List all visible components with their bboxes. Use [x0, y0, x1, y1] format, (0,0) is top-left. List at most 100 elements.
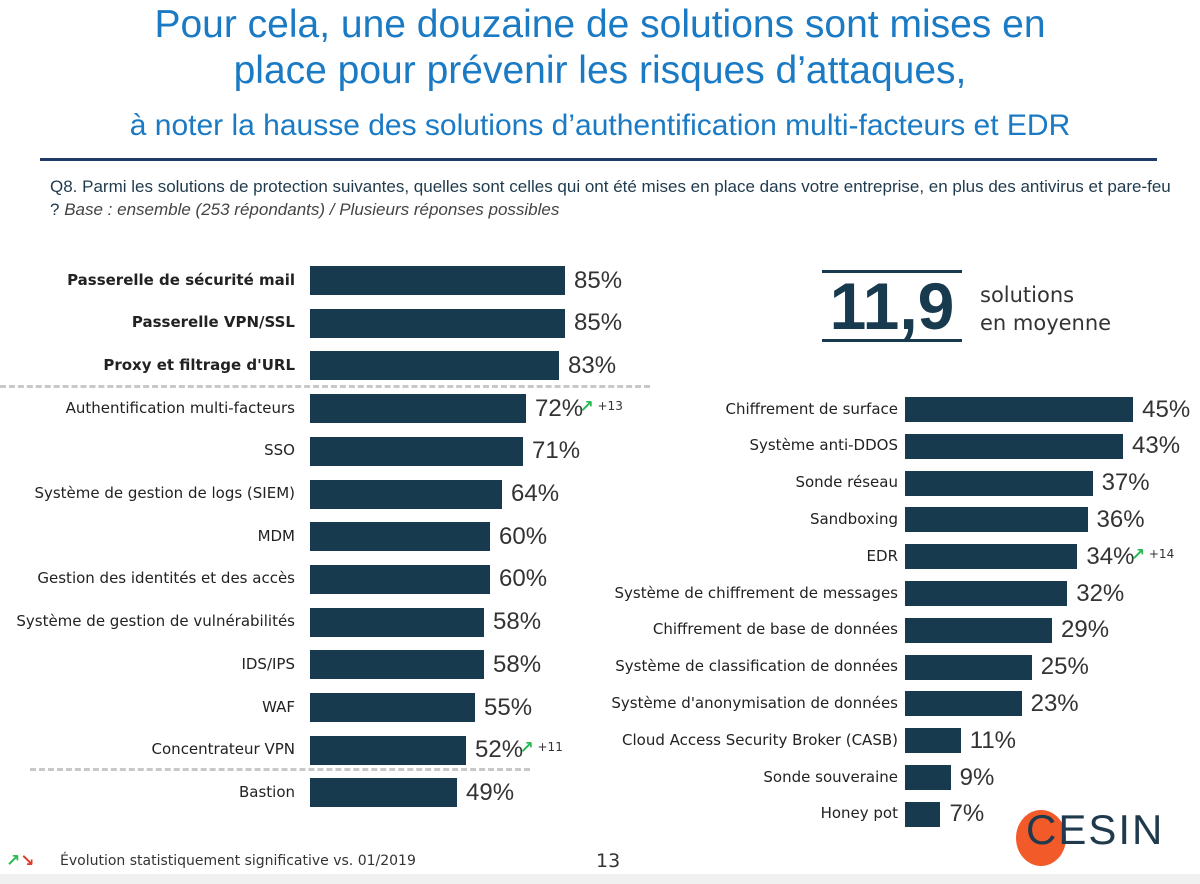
bar	[310, 522, 490, 552]
trend-delta: +13	[597, 398, 623, 413]
bar-label: Gestion des identités et des accès	[37, 569, 295, 588]
value-label: 34%	[1086, 542, 1135, 570]
value-label: 55%	[484, 693, 533, 721]
value-label: 7%	[949, 800, 985, 828]
bar-label: Sandboxing	[809, 509, 898, 528]
value-label: 37%	[1101, 469, 1150, 497]
bar	[905, 617, 1053, 643]
summary-label-2: en moyenne	[980, 311, 1112, 335]
value-label: 85%	[574, 266, 623, 294]
bar-label: Proxy et filtrage d'URL	[103, 355, 295, 374]
value-label: 72%	[535, 394, 584, 422]
bar-label: Honey pot	[820, 804, 898, 823]
question: Q8. Parmi les solutions de protection su…	[50, 175, 1180, 221]
bar	[905, 507, 1088, 533]
bar-label: Système de gestion de logs (SIEM)	[34, 484, 295, 502]
value-label: 83%	[568, 351, 617, 379]
title-rule	[40, 158, 1157, 161]
bar	[905, 397, 1134, 422]
question-text: Q8. Parmi les solutions de protection su…	[50, 177, 1171, 219]
value-label: 58%	[493, 608, 542, 636]
cesin-logo: CESIN	[1012, 806, 1162, 866]
bar	[310, 693, 475, 722]
bottom-band	[0, 874, 1200, 884]
value-label: 36%	[1096, 505, 1145, 533]
legend-icons: ↗↘	[6, 851, 35, 871]
bar	[905, 765, 951, 790]
bar	[905, 544, 1078, 570]
bar-label: Sonde souveraine	[763, 767, 898, 786]
bar	[905, 728, 961, 754]
bar-label: Passerelle VPN/SSL	[131, 313, 295, 332]
legend-text: Évolution statistiquement significative …	[60, 853, 416, 869]
value-label: 23%	[1030, 689, 1079, 717]
bar	[310, 266, 565, 295]
bar-label: Chiffrement de base de données	[652, 620, 898, 639]
bar	[905, 433, 1123, 459]
bar-label: Système de gestion de vulnérabilités	[16, 612, 295, 631]
summary-label: solutions en moyenne	[980, 281, 1111, 337]
value-label: 49%	[466, 778, 515, 806]
question-base: Base : ensemble (253 répondants) / Plusi…	[64, 200, 560, 219]
bar-label: Chiffrement de surface	[725, 399, 899, 418]
bar-label: EDR	[866, 546, 898, 565]
bar	[905, 691, 1022, 717]
bar-label: IDS/IPS	[241, 654, 295, 673]
bar-label: Système anti-DDOS	[749, 436, 898, 455]
bar-label: MDM	[257, 526, 295, 545]
bar-label: Bastion	[238, 782, 295, 801]
value-label: 45%	[1142, 395, 1191, 423]
separator-line	[30, 768, 530, 771]
bar-label: Sonde réseau	[795, 473, 898, 492]
bar	[310, 735, 466, 765]
page-number: 13	[596, 850, 621, 872]
value-label: 60%	[499, 565, 548, 593]
value-label: 60%	[499, 522, 548, 550]
bar	[310, 650, 484, 680]
bar	[310, 607, 484, 637]
bar	[905, 581, 1068, 606]
bar	[310, 436, 523, 466]
title-line-1: Pour cela, une douzaine de solutions son…	[154, 3, 1046, 46]
value-label: 9%	[959, 763, 995, 791]
bar-label: Système de chiffrement de messages	[614, 583, 898, 602]
value-label: 52%	[475, 736, 524, 764]
logo-text: CESIN	[1026, 806, 1165, 853]
logo-circle	[1016, 810, 1066, 866]
bar	[905, 654, 1032, 680]
bar-label: Système de classification de données	[615, 657, 898, 676]
bar	[310, 778, 457, 808]
bar	[310, 479, 502, 509]
bar-label: Système d'anonymisation de données	[611, 693, 898, 712]
bar	[310, 394, 526, 424]
arrow-down-icon: ↘	[20, 851, 35, 871]
trend-up-icon: ↗	[579, 396, 594, 417]
bar-label: Authentification multi-facteurs	[65, 398, 295, 417]
value-label: 43%	[1132, 432, 1181, 460]
trend-up-icon: ↗	[1130, 544, 1146, 565]
trend-up-icon: ↗	[519, 738, 534, 759]
bar-label: WAF	[262, 697, 295, 716]
bar	[310, 308, 565, 338]
bar	[310, 564, 490, 594]
trend-delta: +14	[1148, 546, 1175, 561]
summary-value: 11,9	[822, 270, 962, 342]
bar	[905, 801, 941, 827]
value-label: 29%	[1061, 616, 1110, 644]
trend-delta: +11	[537, 740, 563, 755]
title-line-3: à noter la hausse des solutions d’authen…	[129, 109, 1071, 142]
value-label: 25%	[1040, 653, 1089, 681]
bar-label: Concentrateur VPN	[151, 740, 295, 759]
summary-label-1: solutions	[980, 283, 1075, 307]
value-label: 32%	[1076, 579, 1125, 607]
bar-label: Cloud Access Security Broker (CASB)	[622, 730, 898, 749]
value-label: 71%	[532, 437, 581, 465]
value-label: 64%	[511, 480, 560, 507]
bar-label: SSO	[264, 441, 295, 460]
arrow-up-icon: ↗	[6, 851, 21, 871]
separator-line	[0, 385, 650, 388]
value-label: 11%	[969, 726, 1017, 754]
title-line-2: place pour prévenir les risques d’attaqu…	[233, 49, 967, 92]
value-label: 85%	[574, 309, 623, 337]
bar	[905, 470, 1093, 496]
